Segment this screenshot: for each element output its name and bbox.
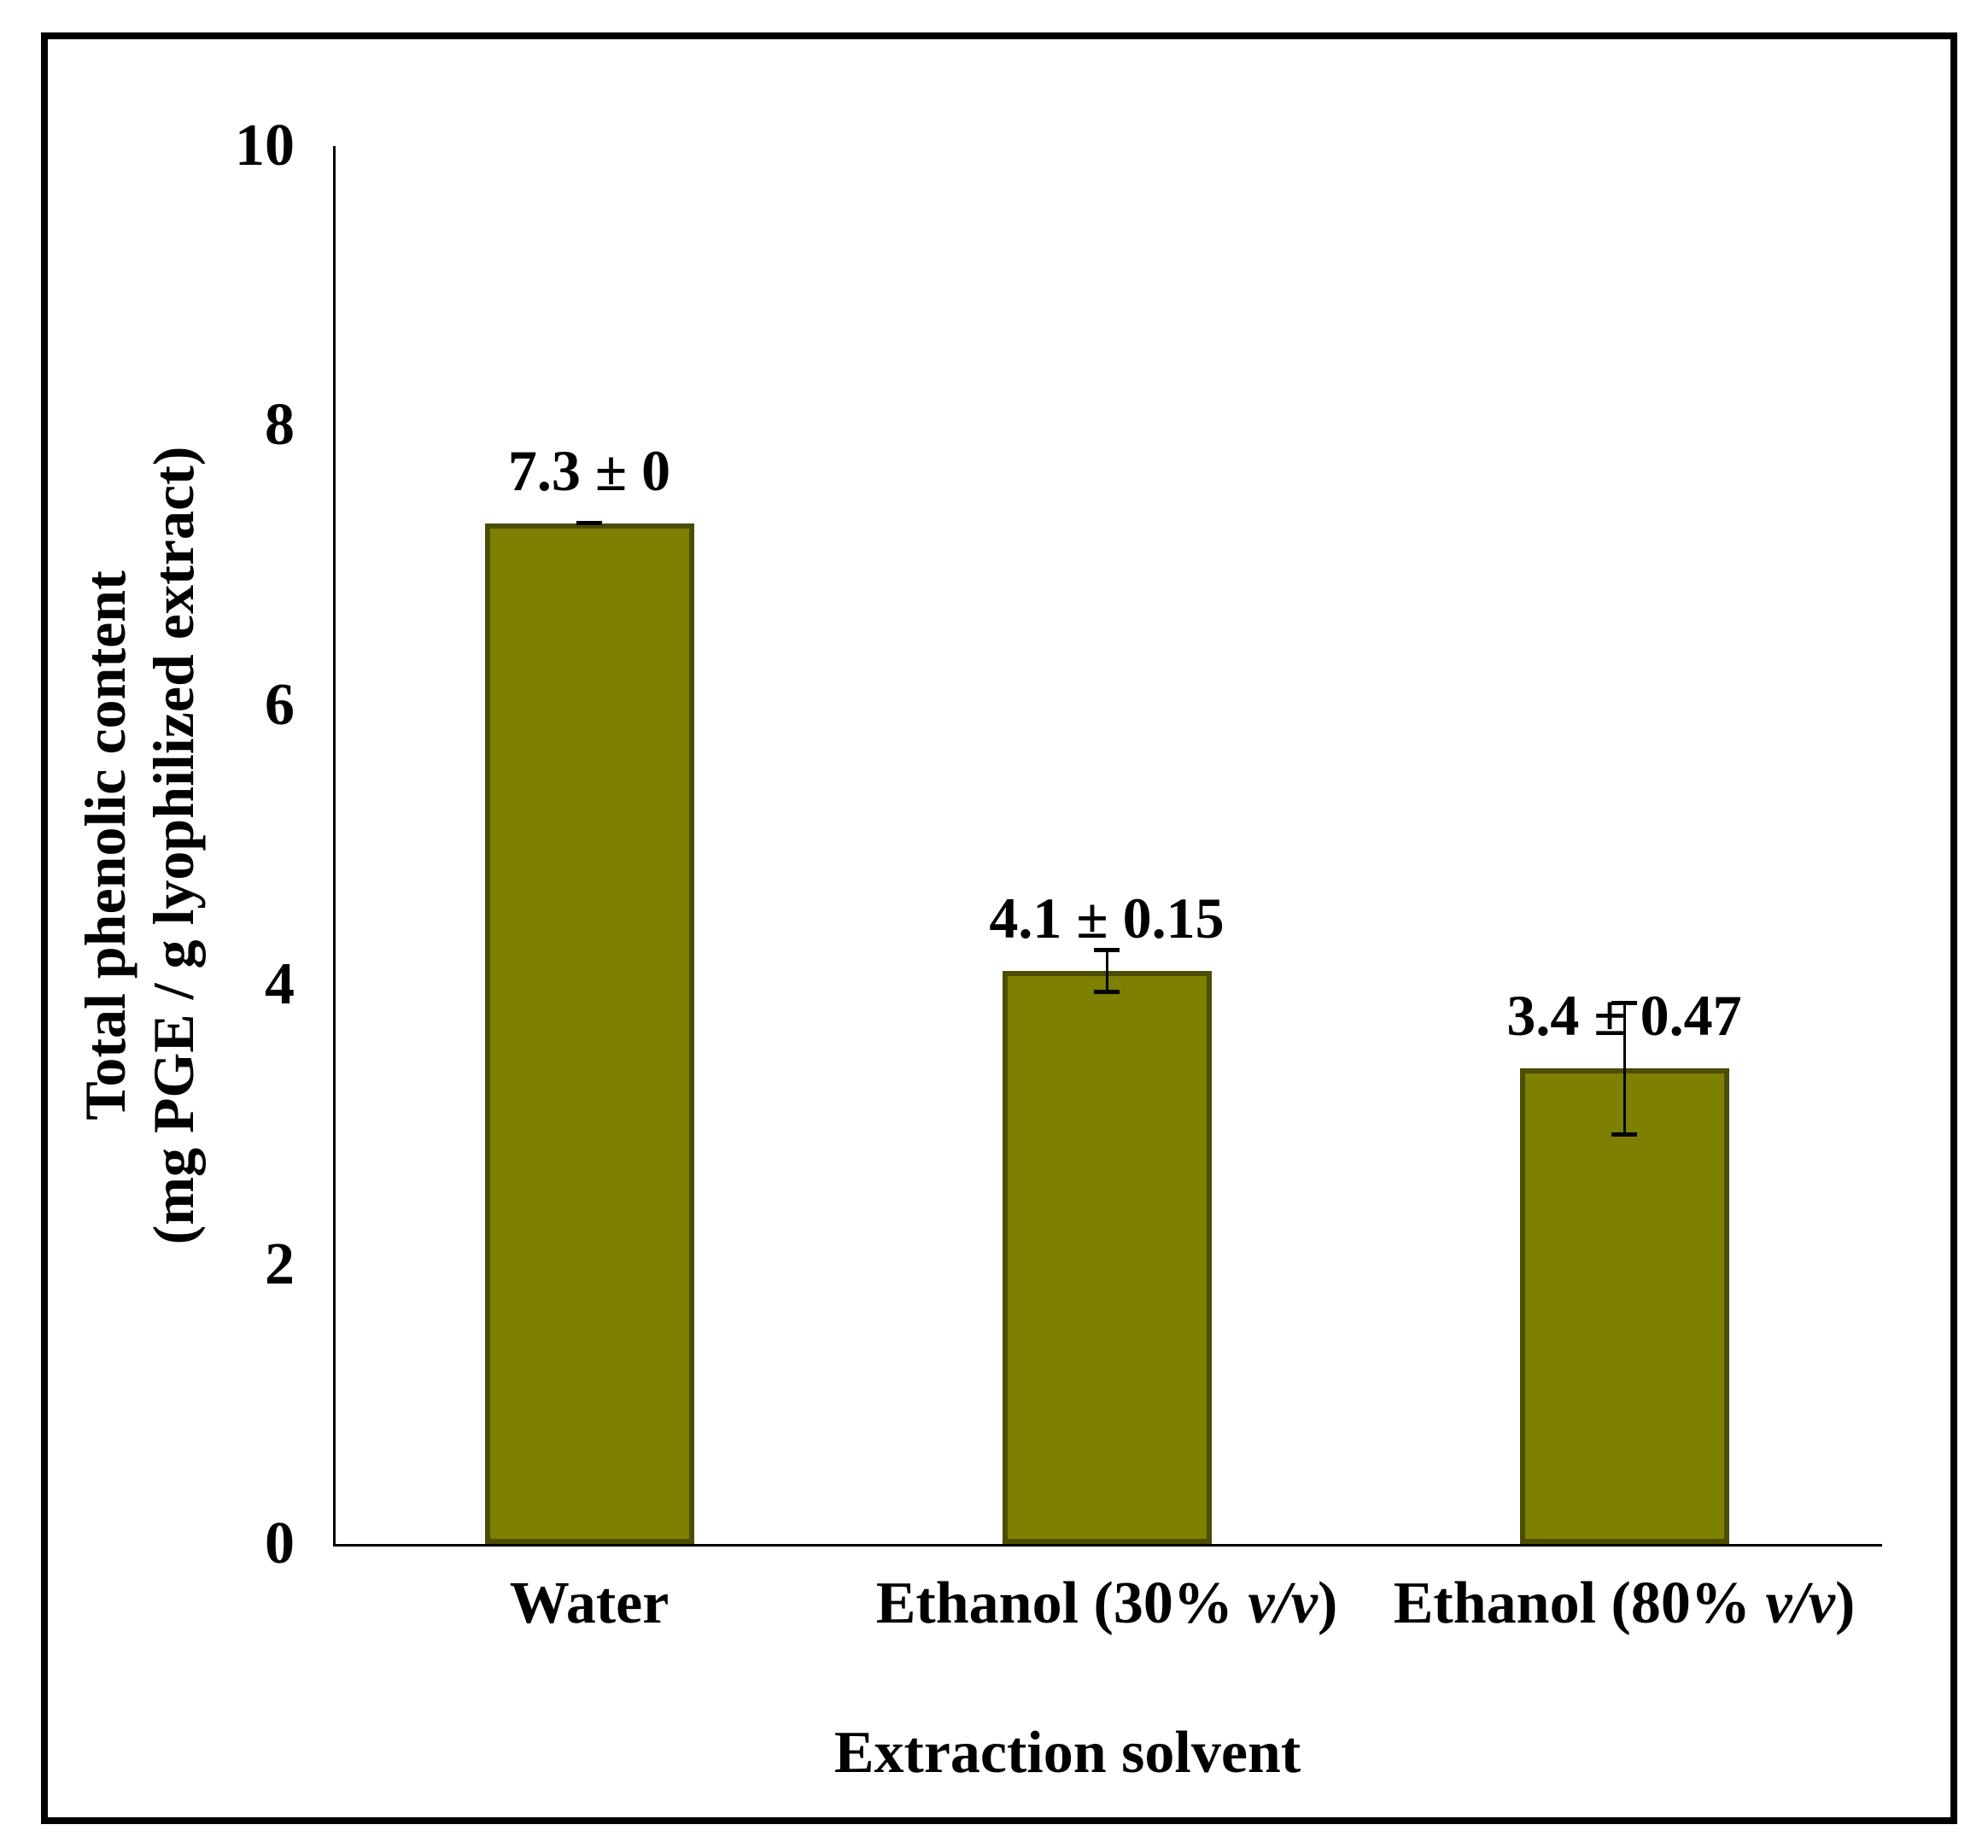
y-tick-label-2: 2 [265,1231,295,1297]
error-bar-cap-3-bottom [1611,1132,1637,1137]
y-axis-title-line1: Total phenolic content [72,570,137,1120]
value-label-1: 7.3 ± 0 [507,437,671,503]
bar-1 [484,523,694,1544]
bar-3 [1519,1068,1729,1544]
bar-2 [1002,970,1212,1544]
error-bar-cap-2-top [1094,947,1120,952]
y-tick-label-6: 6 [265,671,295,738]
y-tick-label-0: 0 [265,1511,295,1576]
y-tick-label-10: 10 [235,113,295,178]
error-bar-cap-2-bottom [1094,989,1120,994]
error-bar-cap-1-top [576,521,602,526]
category-label-3: Ethanol (80% v/v) [1393,1570,1856,1636]
category-label-2: Ethanol (30% v/v) [875,1570,1338,1636]
y-axis-line [333,146,336,1547]
value-label-2: 4.1 ± 0.15 [989,885,1225,950]
x-axis-line [333,1544,1882,1547]
y-axis-title-line2: (mg PGE / g lyophilized extract) [141,446,206,1245]
x-axis-title: Extraction solvent [833,1720,1301,1786]
error-bar-cap-3-top [1611,1000,1637,1005]
y-tick-label-4: 4 [265,951,295,1018]
value-label-3: 3.4 ± 0.47 [1506,983,1742,1049]
category-label-1: Water [509,1570,669,1636]
y-axis-title: Total phenolic content (mg PGE / g lyoph… [71,447,208,1245]
error-bar-line-3 [1623,1003,1626,1135]
error-bar-line-2 [1105,950,1108,992]
y-tick-label-8: 8 [265,392,295,459]
